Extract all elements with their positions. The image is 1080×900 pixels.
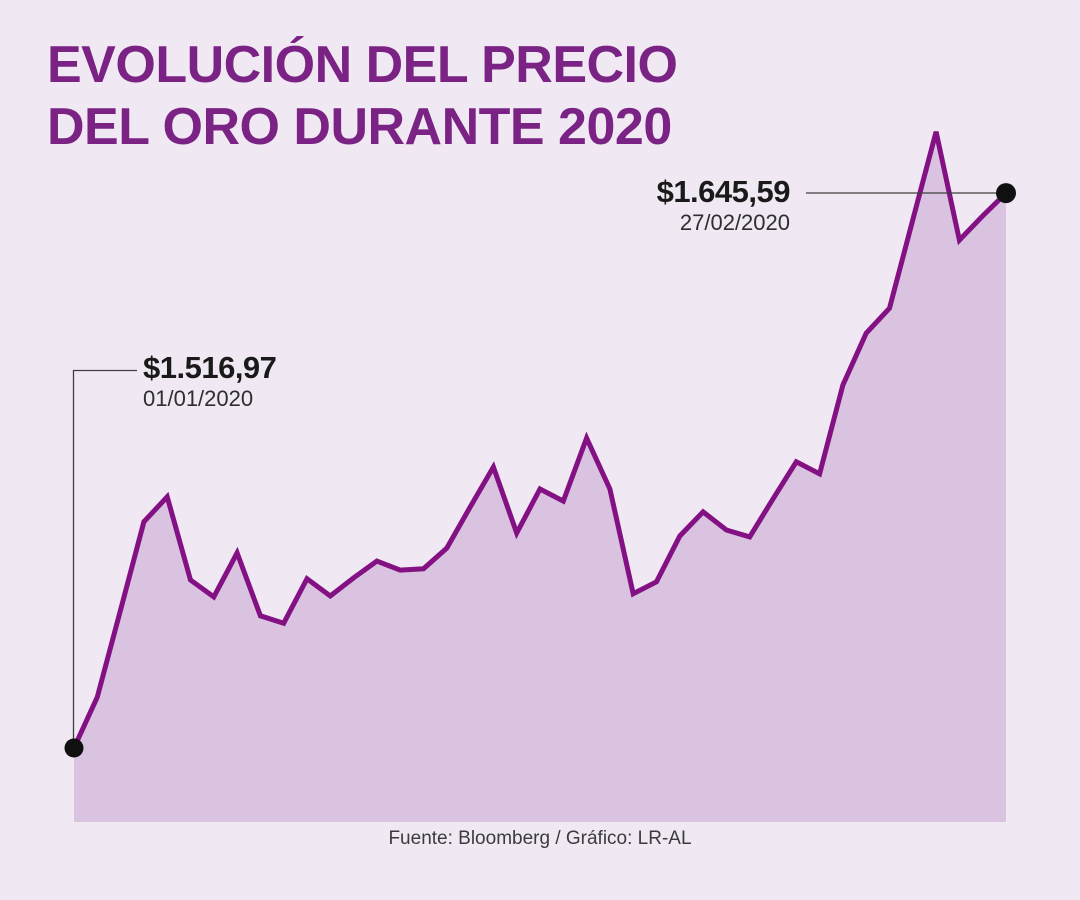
start-date-label: 01/01/2020 [143, 385, 254, 411]
end-dot [996, 183, 1016, 204]
start-price-label: $1.516,97 [143, 350, 277, 385]
end-point-annotation: $1.645,59 27/02/2020 [656, 174, 791, 236]
end-price-label: $1.645,59 [656, 174, 791, 209]
end-date-label: 27/02/2020 [679, 209, 790, 235]
area-fill [74, 131, 1006, 823]
page-title-line-1: EVOLUCIÓN DEL PRECIO [47, 36, 678, 94]
start-dot [64, 738, 84, 758]
page-title-line-2: DEL ORO DURANTE 2020 [47, 98, 672, 157]
page-title: EVOLUCIÓN DEL PRECIO DEL ORO DURANTE 202… [47, 34, 678, 159]
start-point-annotation: $1.516,97 01/01/2020 [143, 350, 277, 412]
start-connector-line [72, 369, 137, 748]
price-line [71, 131, 1009, 751]
source-credit: Fuente: Bloomberg / Gráfico: LR-AL [388, 828, 692, 849]
